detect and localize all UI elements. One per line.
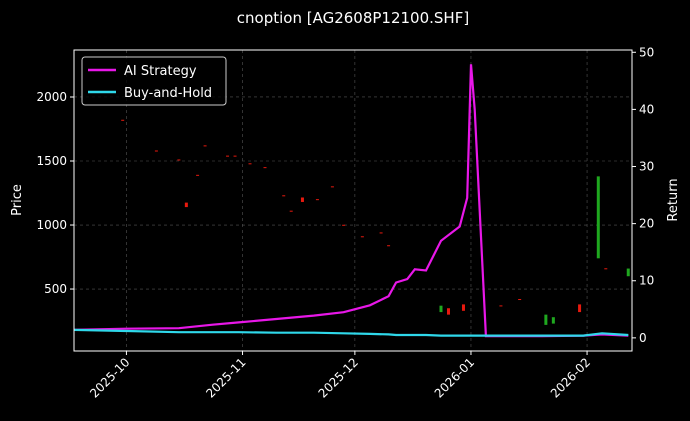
y2-tick-label: 30: [639, 160, 654, 174]
candle-body: [233, 155, 237, 157]
y-tick-label: 1500: [36, 154, 67, 168]
candle-body: [461, 304, 465, 311]
candle-body: [578, 304, 582, 313]
x-tick-label: 2025-12: [316, 355, 361, 400]
candle-body: [330, 186, 334, 188]
candle-body: [154, 150, 158, 152]
plot-frame: [73, 49, 633, 352]
y2-tick-label: 50: [639, 45, 654, 59]
y2-tick-label: 40: [639, 102, 654, 116]
candle-body: [446, 308, 450, 315]
candle-body: [177, 159, 181, 161]
y-axis-label: Price: [10, 184, 25, 216]
candle-body: [184, 202, 188, 208]
x-tick-label: 2025-10: [87, 355, 132, 400]
x-tick-label: 2025-11: [203, 355, 248, 400]
candle-body: [379, 232, 383, 234]
y-tick-label: 2000: [36, 90, 67, 104]
legend-label: Buy-and-Hold: [124, 86, 212, 101]
x-tick-label: 2026-02: [548, 355, 593, 400]
candle-body: [518, 299, 522, 301]
y2-tick-label: 20: [639, 217, 654, 231]
candle-body: [203, 145, 207, 147]
y2-axis-label: Return: [666, 178, 681, 221]
candle-body: [248, 163, 252, 165]
candle-body: [626, 268, 630, 277]
legend-box: [81, 56, 227, 106]
candle-body: [121, 119, 125, 121]
candle-body: [289, 210, 293, 212]
candle-body: [387, 245, 391, 247]
y2-tick-label: 0: [639, 331, 647, 345]
candle-body: [282, 195, 286, 197]
legend-label: AI Strategy: [124, 64, 197, 79]
candle-body: [315, 199, 319, 201]
candle-body: [342, 224, 346, 226]
candle-body: [226, 155, 230, 157]
y-tick-label: 1000: [36, 218, 67, 232]
x-tick-label: 2026-01: [432, 355, 477, 400]
line-series: [73, 328, 629, 337]
candle-body: [551, 317, 555, 324]
candle-body: [300, 197, 304, 202]
chart-title: cnoption [AG2608P12100.SHF]: [237, 9, 469, 27]
candle-body: [544, 314, 548, 325]
candle-body: [604, 268, 608, 270]
candle-body: [196, 174, 200, 176]
candle-body: [439, 305, 443, 313]
y-tick-label: 500: [44, 282, 67, 296]
candle-body: [263, 167, 267, 169]
y2-tick-label: 10: [639, 274, 654, 288]
candle-body: [360, 236, 364, 238]
candle-body: [596, 176, 600, 259]
candle-body: [499, 305, 503, 307]
